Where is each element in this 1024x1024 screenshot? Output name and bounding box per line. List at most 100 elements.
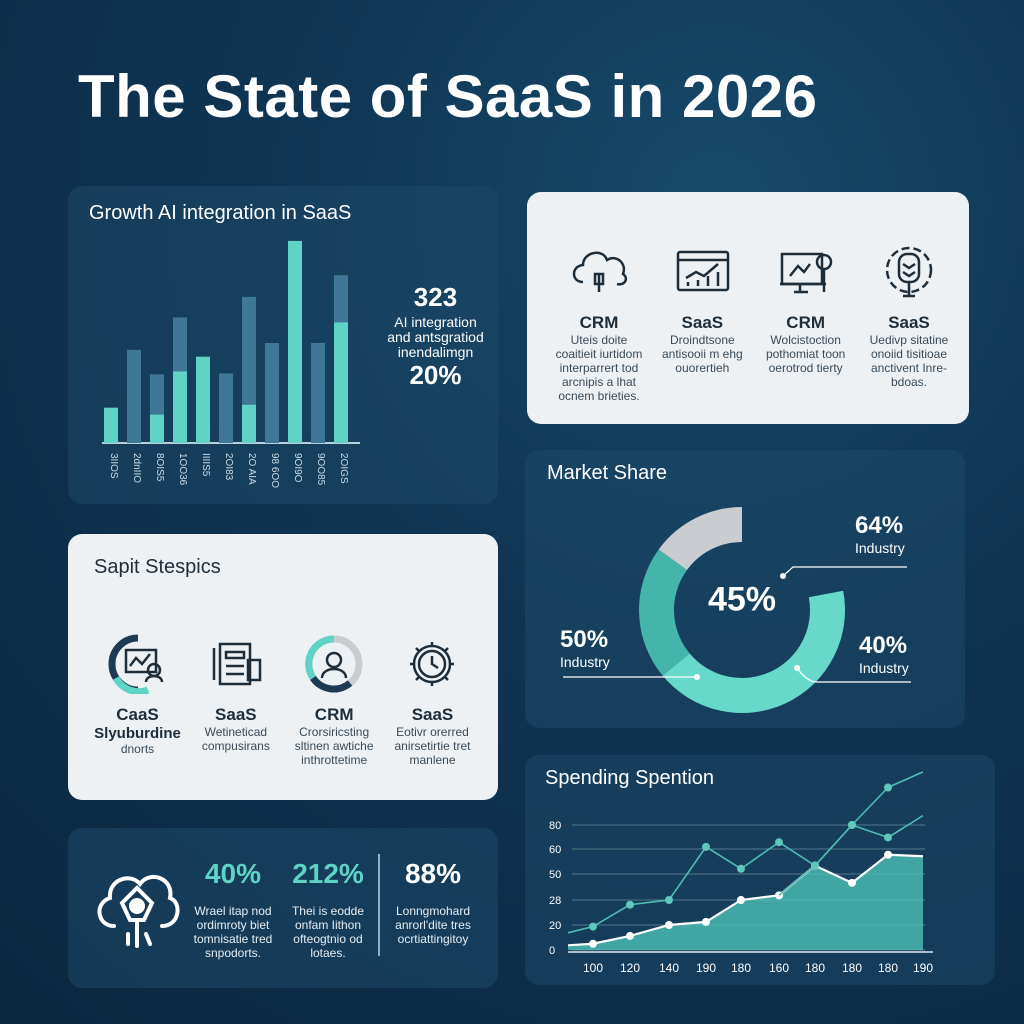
stats-card-title: Sapit Stespics [94, 556, 221, 578]
kpi-value: 88% [404, 858, 462, 889]
feature-sublabel: Slyuburdine [94, 725, 181, 742]
user-ring-icon [305, 635, 363, 693]
annotation-leader [796, 667, 911, 683]
feature-item: CRM Uteis doite coaitieit iurtidom interp… [549, 242, 649, 403]
data-point [884, 783, 892, 792]
bar-segment-muted [173, 317, 187, 372]
feature-desc: Uedivp sitatine onoiid tisitioae anctive… [869, 333, 949, 389]
x-tick-label: 2dnIIO [131, 453, 142, 483]
stat-label: and antsgratiod [387, 329, 484, 345]
feature-item: SaaS Droindtsone antisooii m ehg ouorerti… [652, 242, 752, 403]
annotation-value: 64% [855, 512, 904, 539]
x-tick-label: 120 [620, 961, 640, 975]
annotation-value: 40% [859, 632, 908, 659]
feature-desc: Eotivr orerred anirsetirtie tret manlene [394, 725, 471, 767]
y-tick-label: 0 [549, 945, 555, 957]
x-tick-label: 140 [659, 961, 679, 975]
data-point [702, 842, 710, 851]
data-point [626, 931, 634, 940]
stats-card: Sapit Stespics CaaS Slyuburdine dnorts SaaS… [68, 534, 498, 800]
feature-label: SaaS [681, 313, 724, 332]
annotation-dot [780, 573, 786, 579]
x-tick-label: 3IIOS [108, 453, 119, 479]
gear-clock-icon [410, 642, 455, 686]
market-share-card: Market Share 45% 64% Industry 50% Industry… [525, 450, 965, 728]
data-point [626, 900, 634, 909]
data-point [884, 850, 892, 859]
bar-chart: 3IIOS 2dnIIO 8OIS5 1OO36 IIIIS5 2OI83 2O AIA 98… [102, 240, 360, 488]
annotation-dot [694, 674, 700, 680]
documents-icon [212, 642, 262, 686]
annotation-value: 50% [560, 626, 609, 653]
annotation-dot [794, 665, 800, 671]
data-point [848, 821, 856, 829]
x-tick-label: 190 [913, 961, 933, 975]
donut-segment [658, 507, 742, 571]
bar-segment-teal [150, 414, 164, 443]
page-title: The State of SaaS in 2026 [78, 63, 818, 130]
y-tick-label: 80 [549, 820, 561, 832]
donut-segment [662, 590, 845, 713]
x-tick-label: 180 [731, 961, 751, 975]
data-point [702, 917, 710, 926]
line-chart: 0 20 28 50 60 80 100 120 140 190 180 160 180 180 180 19… [549, 771, 933, 975]
stat-label: AI integration [394, 314, 477, 330]
bar-segment-teal [334, 322, 348, 443]
stat-bottom: 20% [409, 360, 462, 390]
x-tick-label: 1OO36 [177, 453, 188, 486]
bar-segment-teal [196, 356, 210, 443]
data-point [665, 921, 673, 929]
x-tick-label: 8OIS5 [154, 453, 165, 482]
feature-desc: dnorts [120, 742, 155, 756]
y-tick-label: 20 [549, 920, 561, 932]
bar-segment-muted [150, 374, 164, 415]
data-point [775, 838, 783, 847]
cloud-icon [572, 251, 628, 292]
donut-segment [639, 549, 690, 676]
x-tick-label: 190 [696, 961, 716, 975]
bar-segment-teal [104, 407, 118, 443]
x-tick-label: IIIIS5 [200, 453, 211, 477]
x-tick-label: 9OI9O [292, 453, 303, 483]
kpi-desc: Thei is eodde onfam Iithon ofteogtnio od… [291, 904, 365, 960]
feature-desc: Droindtsone antisooii m ehg ouorertieh [661, 333, 743, 375]
bar-chart-card: Growth AI integration in SaaS 3IIOS 2dnII… [68, 186, 498, 504]
x-tick-label: 2OI83 [223, 453, 234, 481]
bar-segment-teal [288, 240, 302, 443]
spending-title: Spending Spention [545, 767, 715, 789]
y-tick-label: 28 [549, 895, 561, 907]
feature-item: SaaS Eotivr orerred anirsetirtie tret man… [385, 634, 480, 767]
x-tick-label: 180 [842, 961, 862, 975]
data-point [848, 878, 856, 887]
bar-segment-muted [127, 349, 141, 443]
feature-item: CRM Crorsiricsting sltinen awtiche inthro… [287, 634, 382, 767]
bar-chart-title: Growth AI integration in SaaS [89, 202, 352, 224]
feature-item: SaaS Uedivp sitatine onoiid tisitioae anc… [859, 242, 959, 403]
kpi-item: 40% Wrael itap nod ordimroty biet tomnisa… [188, 858, 278, 960]
monitor-user-ring-icon [108, 634, 163, 696]
feature-desc: Crorsiricsting sltinen awtiche inthrotte… [294, 725, 374, 767]
feature-label: CaaS [116, 705, 159, 724]
donut-chart [563, 507, 911, 713]
feature-item: CaaS Slyuburdine dnorts [90, 634, 185, 767]
kpi-card: 40% Wrael itap nod ordimroty biet tomnisa… [68, 828, 498, 988]
cloud-ai-icon [97, 875, 180, 948]
spending-card: Spending Spention 0 20 28 50 60 80 100 120 140 19… [525, 755, 995, 985]
kpi-desc: Lonngmohard anrorl'dite tres ocrtiatting… [395, 904, 471, 946]
features-card: CRM Uteis doite coaitieit iurtidom interp… [527, 192, 969, 424]
feature-label: CRM [579, 313, 619, 332]
x-tick-label: 180 [805, 961, 825, 975]
data-point [665, 896, 673, 904]
x-tick-label: 98 6OO [269, 453, 280, 488]
feature-label: SaaS [888, 313, 930, 332]
kpi-desc: Wrael itap nod ordimroty biet tomnisatie… [193, 904, 273, 960]
monitor-search-icon [779, 252, 832, 294]
data-point [737, 864, 745, 873]
x-tick-label: 9OO85 [315, 453, 326, 486]
market-share-title: Market Share [547, 462, 668, 484]
divider [378, 854, 380, 956]
feature-label: SaaS [215, 705, 257, 724]
data-point [737, 896, 745, 904]
annotation: 50% Industry [560, 626, 610, 670]
feature-item: CRM Wolcistoction pothomiat toon oerotrod… [756, 242, 856, 403]
